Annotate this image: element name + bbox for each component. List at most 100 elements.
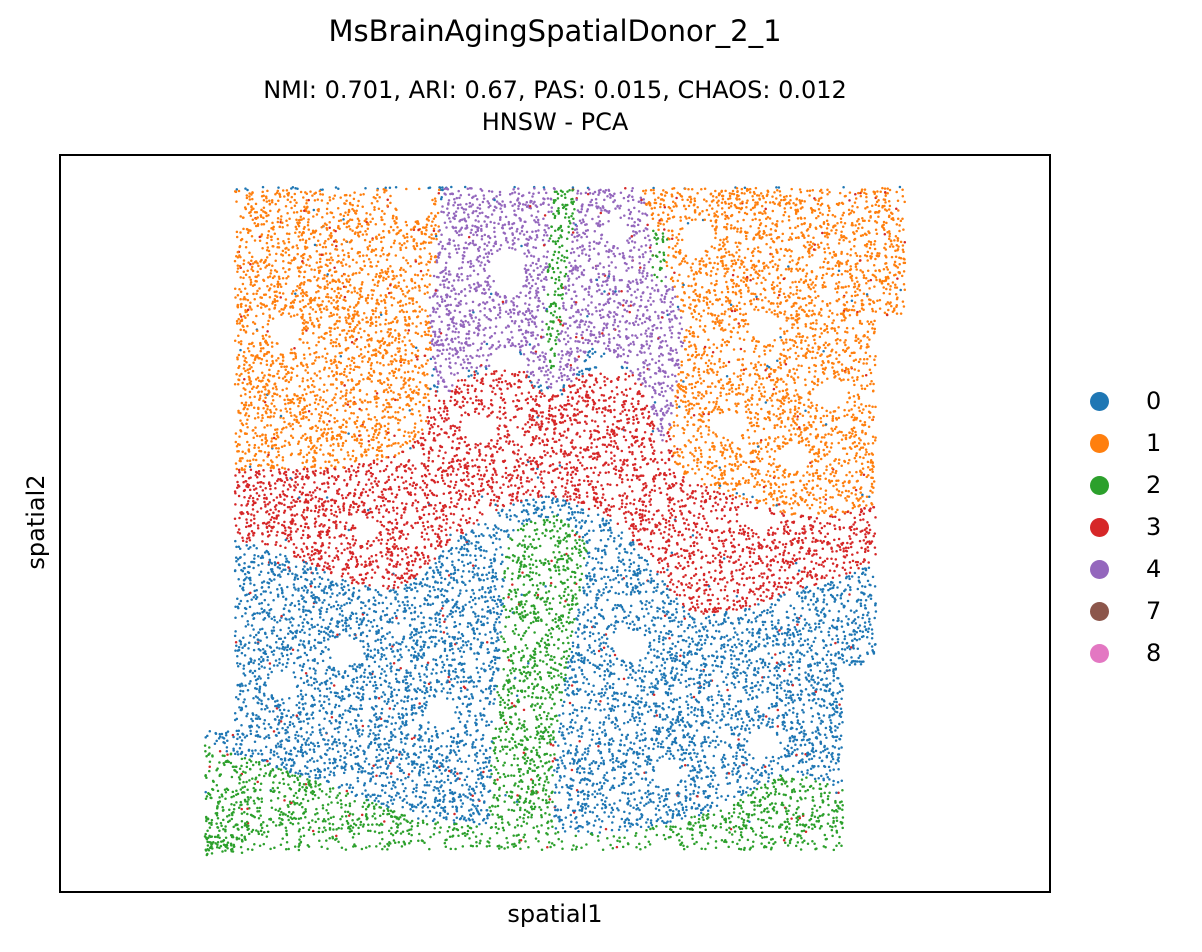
data-point <box>858 289 862 292</box>
data-point <box>352 361 356 365</box>
data-point <box>324 820 327 823</box>
data-point <box>506 821 510 824</box>
data-point <box>792 367 795 371</box>
data-point <box>716 262 720 265</box>
data-point <box>490 720 493 723</box>
data-point <box>691 833 694 837</box>
data-point <box>666 813 669 816</box>
data-point <box>553 791 557 794</box>
data-point <box>403 371 407 374</box>
data-point <box>294 565 298 569</box>
data-point <box>337 254 340 258</box>
data-point <box>874 355 877 358</box>
data-point <box>421 810 425 813</box>
data-point <box>460 575 464 578</box>
data-point <box>444 514 448 518</box>
data-point <box>732 269 736 272</box>
data-point <box>742 313 745 316</box>
data-point <box>385 646 388 650</box>
data-point <box>468 837 471 840</box>
data-point <box>550 499 554 502</box>
data-point <box>281 377 285 380</box>
data-point <box>597 473 600 477</box>
data-point <box>539 473 542 476</box>
data-point <box>419 565 422 569</box>
data-point <box>370 353 374 357</box>
data-point <box>663 477 666 481</box>
data-point <box>641 666 645 670</box>
data-point <box>728 315 731 318</box>
data-point <box>436 339 440 343</box>
data-point <box>334 465 337 469</box>
data-point <box>276 587 279 591</box>
data-point <box>260 223 263 226</box>
data-point <box>733 830 737 833</box>
data-point <box>870 467 874 471</box>
data-point <box>654 813 658 816</box>
data-point <box>894 273 897 276</box>
data-point <box>651 778 654 782</box>
data-point <box>573 259 577 263</box>
data-point <box>650 661 653 664</box>
data-point <box>670 209 674 212</box>
data-point <box>336 794 340 797</box>
data-point <box>675 651 678 655</box>
data-point <box>482 256 486 259</box>
data-point <box>403 579 407 582</box>
data-point <box>419 604 422 608</box>
data-point <box>379 311 383 314</box>
data-point <box>559 371 563 375</box>
data-point <box>242 367 246 370</box>
data-point <box>600 593 603 597</box>
data-point <box>301 568 305 571</box>
data-point <box>460 390 463 394</box>
data-point <box>278 657 281 661</box>
data-point <box>803 296 807 300</box>
data-point <box>825 453 829 456</box>
data-point <box>559 322 562 326</box>
data-point <box>776 585 780 588</box>
data-point <box>446 615 449 618</box>
data-point <box>671 349 675 352</box>
data-point <box>511 474 514 477</box>
data-point <box>846 622 849 625</box>
data-point <box>361 792 364 796</box>
data-point <box>422 443 425 447</box>
data-point <box>579 446 582 450</box>
data-point <box>430 233 433 236</box>
data-point <box>871 476 874 480</box>
data-point <box>711 718 714 722</box>
data-point <box>677 620 680 624</box>
data-point <box>672 434 675 438</box>
data-point <box>819 688 823 691</box>
data-point <box>268 295 272 299</box>
data-point <box>271 221 274 225</box>
data-point <box>826 797 830 801</box>
data-point <box>586 192 590 196</box>
data-point <box>579 210 583 214</box>
data-point <box>811 188 815 192</box>
data-point <box>226 841 230 844</box>
data-point <box>270 650 274 654</box>
data-point <box>356 466 360 469</box>
data-point <box>828 209 831 212</box>
data-point <box>524 535 527 538</box>
data-point <box>735 452 738 456</box>
data-point <box>771 201 775 204</box>
data-point <box>737 465 740 468</box>
data-point <box>397 712 400 716</box>
data-point <box>423 528 427 531</box>
data-point <box>594 306 597 309</box>
data-point <box>825 574 828 577</box>
data-point <box>737 531 741 535</box>
data-point <box>871 327 874 330</box>
data-point <box>523 725 526 729</box>
data-point <box>236 664 240 668</box>
data-point <box>505 515 509 519</box>
data-point <box>468 201 472 205</box>
data-point <box>328 234 332 237</box>
data-point <box>408 297 411 300</box>
data-point <box>360 373 363 376</box>
data-point <box>764 438 767 442</box>
data-point <box>332 757 336 761</box>
